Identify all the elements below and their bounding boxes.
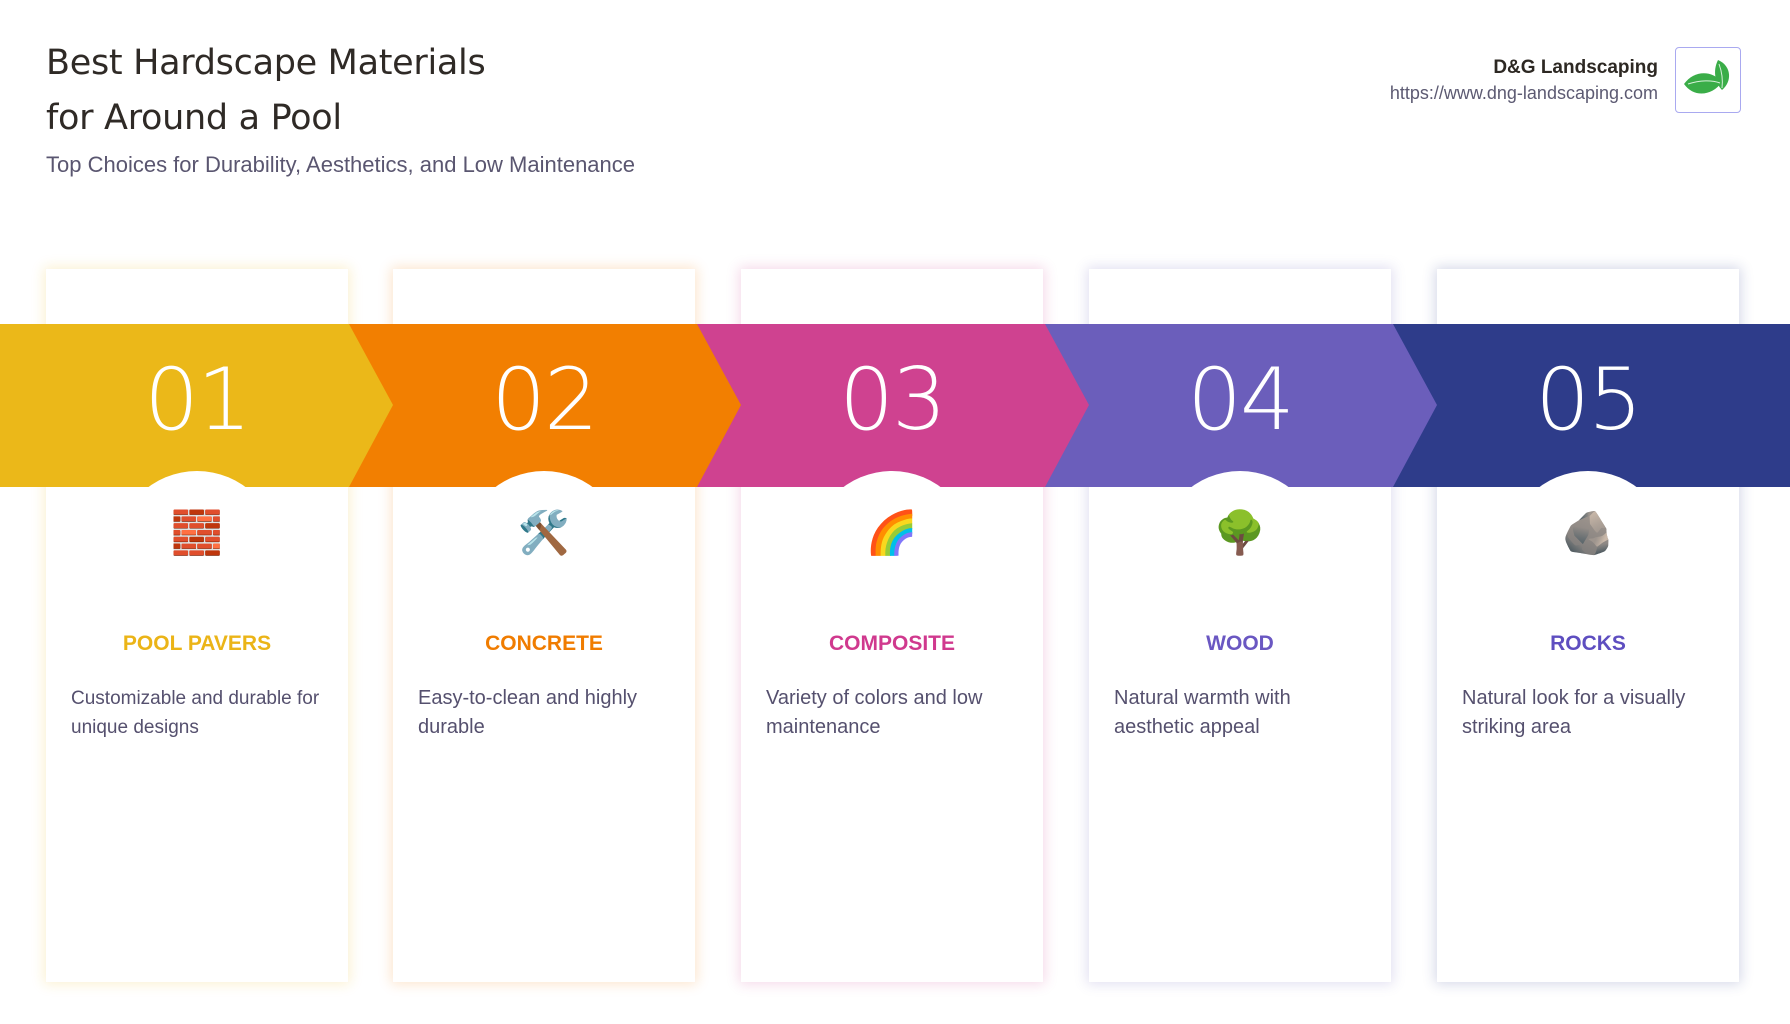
tree-icon: 🌳 bbox=[1213, 509, 1267, 556]
step-title: COMPOSITE bbox=[828, 632, 955, 655]
step-number: 04 bbox=[1187, 350, 1294, 450]
step-title: CONCRETE bbox=[485, 632, 603, 655]
card-body bbox=[393, 487, 695, 982]
step-number: 02 bbox=[491, 350, 598, 450]
card-body bbox=[1089, 487, 1391, 982]
step-title: WOOD bbox=[1206, 632, 1274, 655]
step-number: 01 bbox=[144, 350, 251, 450]
brand-logo bbox=[1675, 47, 1741, 113]
step-number: 05 bbox=[1535, 350, 1642, 450]
step-description: Easy-to-clean and highly durable bbox=[418, 687, 638, 738]
step-description: Variety of colors and low maintenance bbox=[766, 687, 983, 738]
page-title: Best Hardscape Materials for Around a Po… bbox=[46, 36, 486, 146]
title-line-2: for Around a Pool bbox=[46, 98, 342, 138]
step-description: Natural look for a visually striking are… bbox=[1462, 687, 1686, 738]
step-title: POOL PAVERS bbox=[122, 632, 272, 655]
rainbow-icon: 🌈 bbox=[865, 509, 919, 556]
step-title: ROCKS bbox=[1550, 632, 1626, 655]
card-body bbox=[1437, 487, 1739, 982]
leaf-icon bbox=[1684, 60, 1730, 94]
brand-name: D&G Landscaping bbox=[1493, 57, 1658, 78]
card-body bbox=[741, 487, 1043, 982]
step-number: 03 bbox=[839, 350, 946, 450]
title-line-1: Best Hardscape Materials bbox=[46, 43, 486, 83]
brick-icon: 🧱 bbox=[170, 509, 224, 556]
step-description: Customizable and durable for unique desi… bbox=[71, 688, 320, 738]
page-subtitle: Top Choices for Durability, Aesthetics, … bbox=[46, 152, 636, 177]
card-body bbox=[46, 487, 348, 982]
hammer-wrench-icon: 🛠️ bbox=[517, 509, 571, 556]
step-description: Natural warmth with aesthetic appeal bbox=[1114, 687, 1291, 738]
brand-block: D&G Landscaping https://www.dng-landscap… bbox=[1390, 56, 1658, 106]
brand-url[interactable]: https://www.dng-landscaping.com bbox=[1389, 83, 1658, 103]
rock-icon: 🪨 bbox=[1561, 509, 1615, 556]
